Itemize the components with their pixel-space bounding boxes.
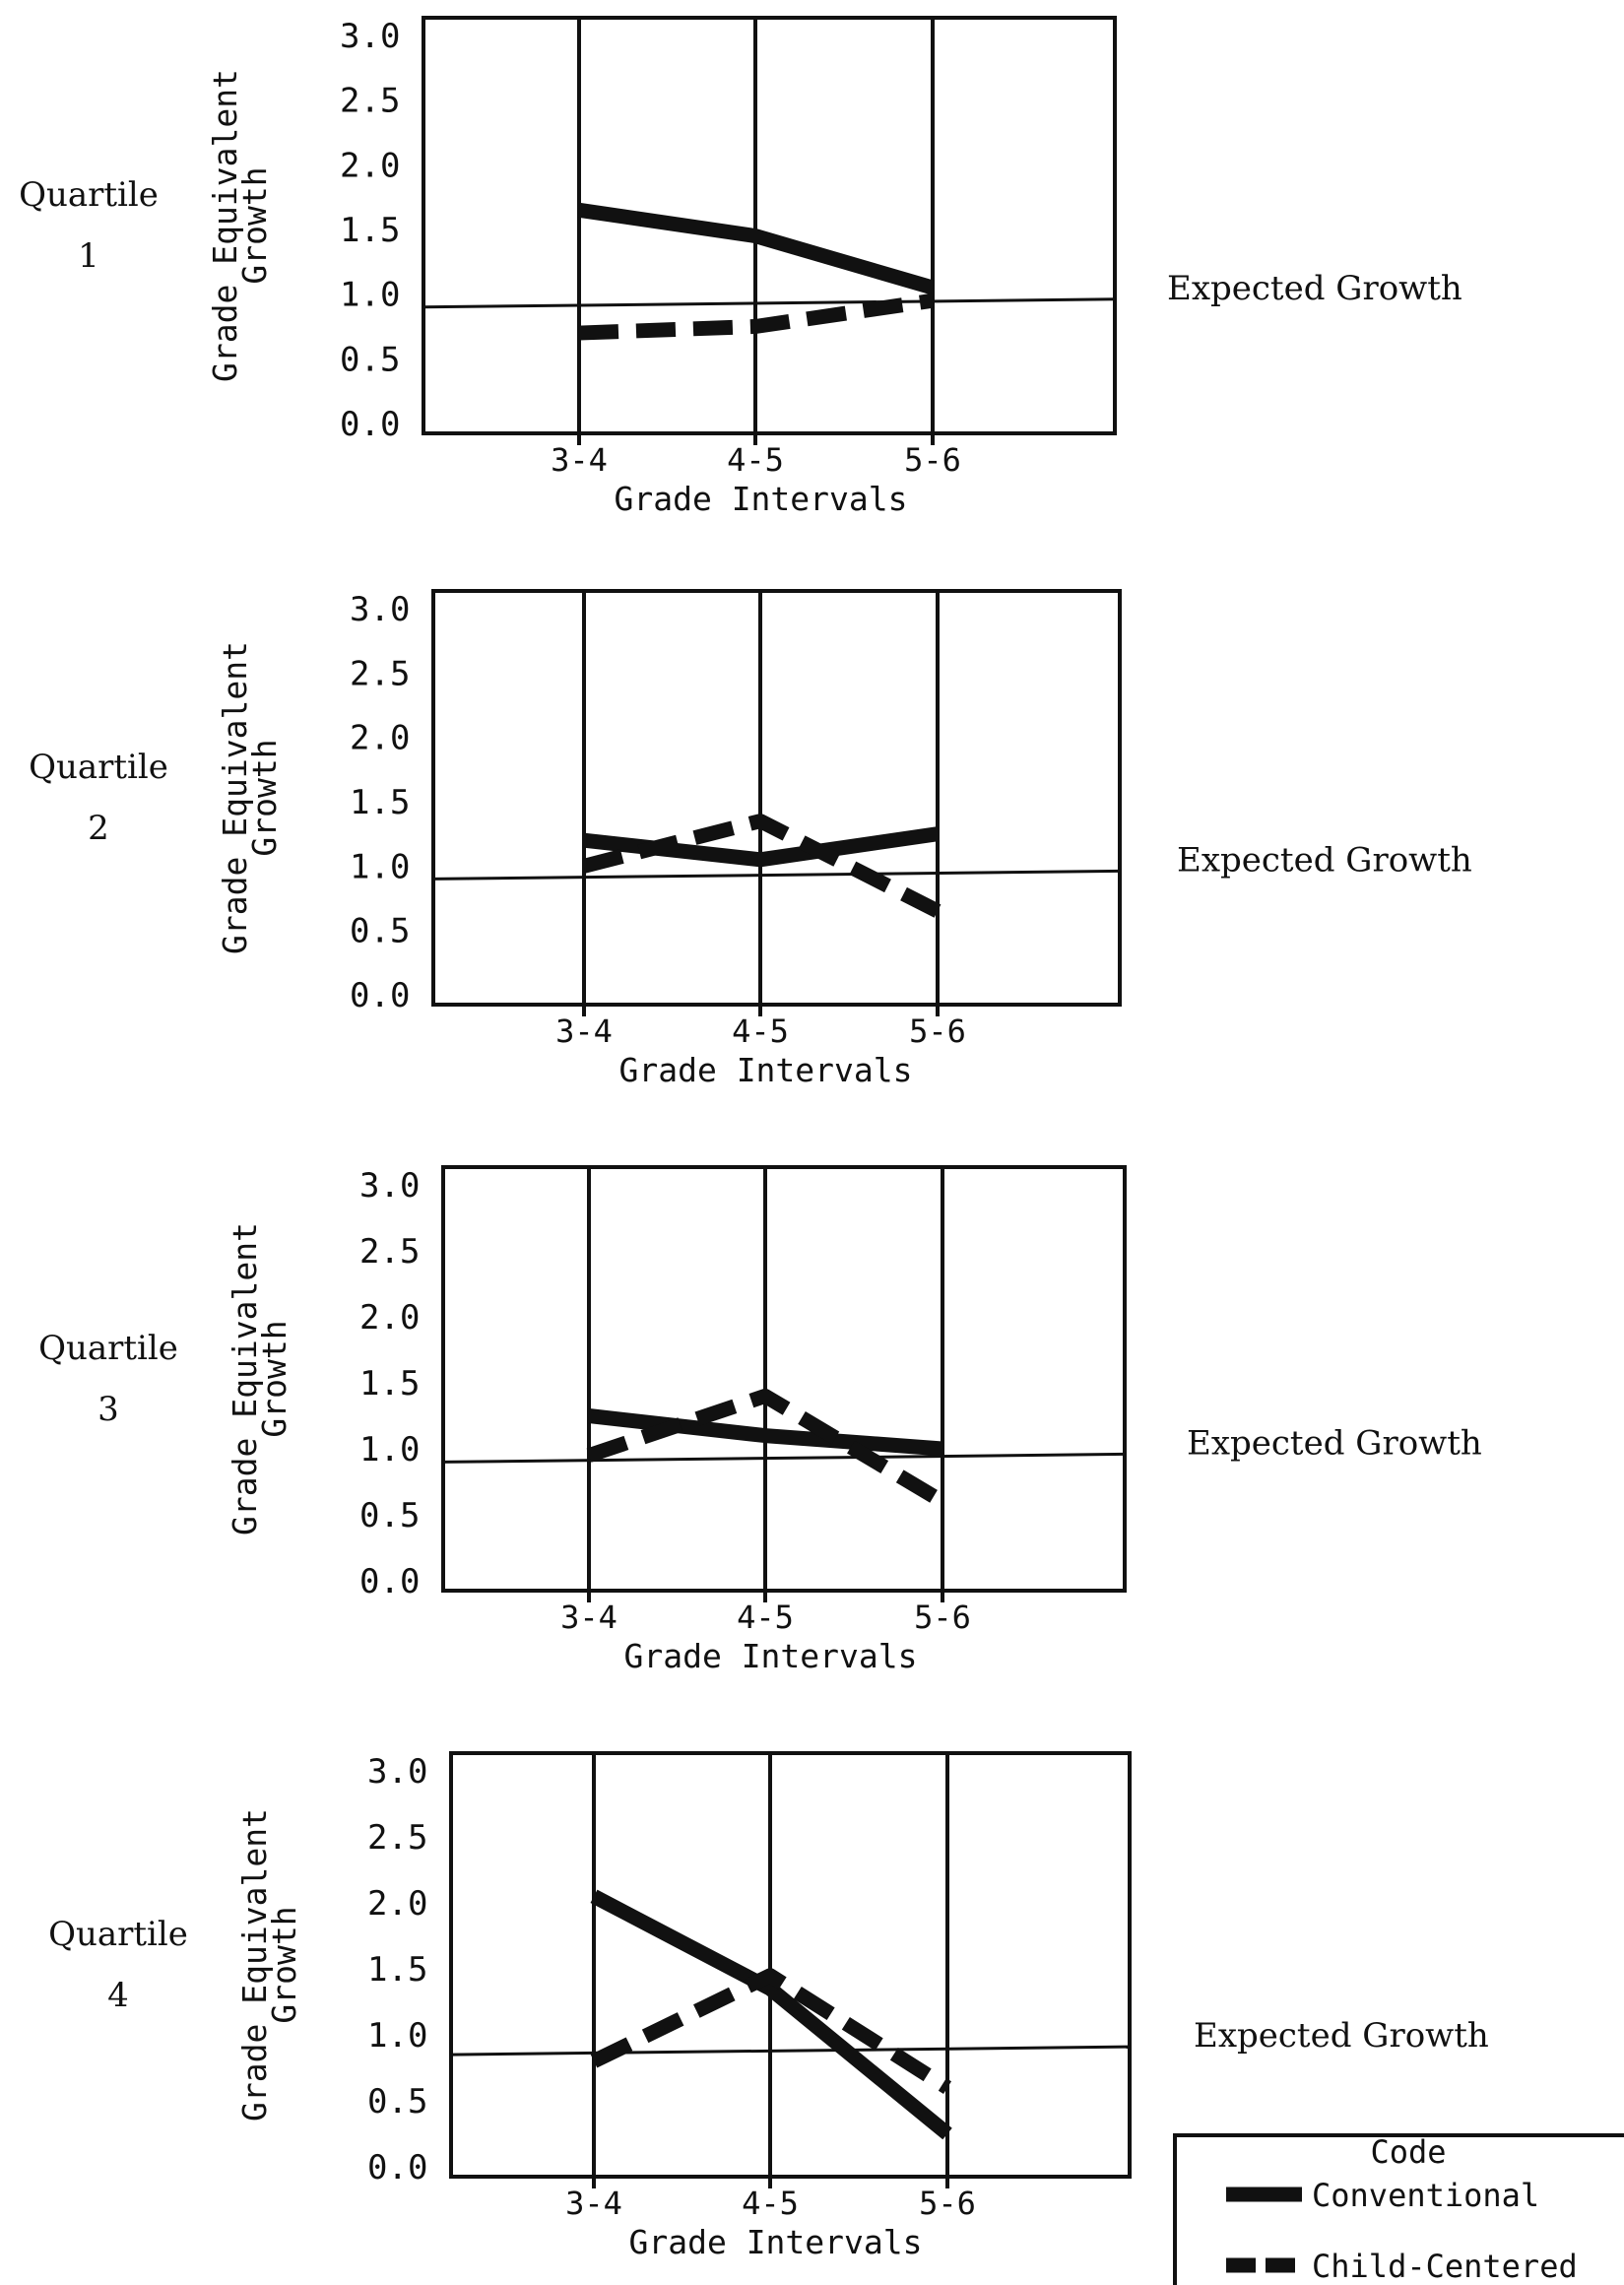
child-centered-series-line bbox=[586, 1388, 946, 1509]
y-axis-label-line2: Growth bbox=[235, 166, 274, 284]
y-tick-label: 1.5 bbox=[340, 211, 400, 250]
x-tick-label: 3-4 bbox=[560, 1599, 617, 1636]
y-tick-label: 3.0 bbox=[340, 17, 400, 56]
expected-growth-line bbox=[442, 1452, 1126, 1464]
x-tick-label: 3-4 bbox=[555, 1012, 613, 1050]
expected-growth-line bbox=[450, 2045, 1131, 2056]
x-axis-label: Grade Intervals bbox=[623, 1637, 917, 1675]
y-tick-label: 1.5 bbox=[359, 1364, 420, 1404]
child-centered-series-line bbox=[578, 293, 935, 341]
quartile-label: Quartile bbox=[38, 1329, 178, 1368]
plot-frame bbox=[431, 589, 1122, 1007]
x-tick-label: 4-5 bbox=[727, 441, 784, 479]
x-axis-label: Grade Intervals bbox=[628, 2223, 922, 2261]
x-tick-label: 5-6 bbox=[919, 2185, 976, 2222]
quartile-label: Quartile bbox=[29, 748, 168, 787]
quartile-label: Quartile bbox=[48, 1915, 188, 1954]
y-tick-label: 0.5 bbox=[350, 912, 410, 951]
plot-frame bbox=[441, 1165, 1127, 1593]
quartile-number: 1 bbox=[78, 236, 99, 276]
x-tick-label: 5-6 bbox=[904, 441, 961, 479]
y-tick-label: 2.0 bbox=[350, 719, 410, 758]
x-tick-label: 4-5 bbox=[737, 1599, 794, 1636]
y-axis-label: Grade Equivalent bbox=[216, 641, 254, 954]
expected-growth-label: Expected Growth bbox=[1194, 2016, 1489, 2056]
legend-conventional-label: Conventional bbox=[1312, 2177, 1539, 2214]
y-tick-label: 2.5 bbox=[350, 654, 410, 693]
y-tick-label: 3.0 bbox=[367, 1752, 427, 1792]
legend-title: Code bbox=[1370, 2133, 1446, 2171]
quartile-number: 3 bbox=[97, 1390, 119, 1429]
conventional-series-line bbox=[577, 202, 936, 295]
y-tick-label: 0.0 bbox=[350, 976, 410, 1015]
y-tick-label: 3.0 bbox=[350, 590, 410, 629]
y-tick-label: 0.0 bbox=[340, 405, 400, 444]
y-tick-label: 2.0 bbox=[359, 1298, 420, 1338]
x-tick-label: 4-5 bbox=[742, 2185, 799, 2222]
y-axis-label-line2: Growth bbox=[245, 739, 284, 856]
y-tick-label: 2.5 bbox=[367, 1818, 427, 1858]
y-axis-label-line2: Growth bbox=[265, 1906, 303, 2023]
y-tick-label: 2.5 bbox=[359, 1232, 420, 1272]
legend: Code Conventional Child-Centered bbox=[1173, 2133, 1624, 2285]
y-tick-label: 3.0 bbox=[359, 1166, 420, 1206]
x-axis-label: Grade Intervals bbox=[618, 1051, 912, 1089]
expected-growth-line bbox=[422, 297, 1116, 309]
quartile-label: Quartile bbox=[19, 175, 159, 215]
y-tick-label: 0.5 bbox=[367, 2082, 427, 2122]
child-centered-series-line bbox=[582, 814, 942, 918]
y-tick-label: 0.5 bbox=[340, 340, 400, 379]
legend-box bbox=[1173, 2133, 1624, 2285]
y-tick-label: 1.5 bbox=[350, 783, 410, 822]
x-tick-label: 3-4 bbox=[565, 2185, 622, 2222]
y-tick-label: 0.5 bbox=[359, 1496, 420, 1535]
y-axis-label-line2: Growth bbox=[255, 1320, 293, 1437]
y-tick-label: 1.0 bbox=[350, 847, 410, 886]
plot-frame bbox=[422, 16, 1117, 435]
expected-growth-label: Expected Growth bbox=[1167, 269, 1462, 308]
y-tick-label: 1.5 bbox=[367, 1950, 427, 1990]
y-tick-label: 0.0 bbox=[359, 1562, 420, 1601]
y-tick-label: 2.0 bbox=[367, 1884, 427, 1924]
expected-growth-label: Expected Growth bbox=[1187, 1423, 1482, 1463]
quartile-number: 2 bbox=[88, 809, 109, 848]
y-tick-label: 2.0 bbox=[340, 146, 400, 185]
x-tick-label: 4-5 bbox=[732, 1012, 789, 1050]
x-axis-label: Grade Intervals bbox=[614, 480, 907, 518]
quartile-number: 4 bbox=[107, 1976, 129, 2015]
y-tick-label: 1.0 bbox=[367, 2016, 427, 2056]
conventional-series-line bbox=[588, 1408, 943, 1457]
x-tick-label: 5-6 bbox=[914, 1599, 971, 1636]
y-axis-label: Grade Equivalent bbox=[235, 1808, 274, 2122]
plot-frame bbox=[449, 1751, 1132, 2179]
expected-growth-label: Expected Growth bbox=[1177, 840, 1472, 880]
expected-growth-line bbox=[432, 869, 1121, 881]
legend-child-centered-label: Child-Centered bbox=[1312, 2248, 1578, 2285]
y-axis-label: Grade Equivalent bbox=[206, 69, 244, 382]
child-centered-series-line bbox=[590, 1968, 952, 2094]
x-tick-label: 3-4 bbox=[551, 441, 608, 479]
y-tick-label: 1.0 bbox=[359, 1430, 420, 1469]
y-tick-label: 0.0 bbox=[367, 2148, 427, 2187]
y-tick-label: 1.0 bbox=[340, 276, 400, 315]
x-tick-label: 5-6 bbox=[909, 1012, 966, 1050]
y-axis-label: Grade Equivalent bbox=[226, 1222, 264, 1535]
y-tick-label: 2.5 bbox=[340, 82, 400, 121]
conventional-series-line bbox=[590, 1889, 952, 2140]
